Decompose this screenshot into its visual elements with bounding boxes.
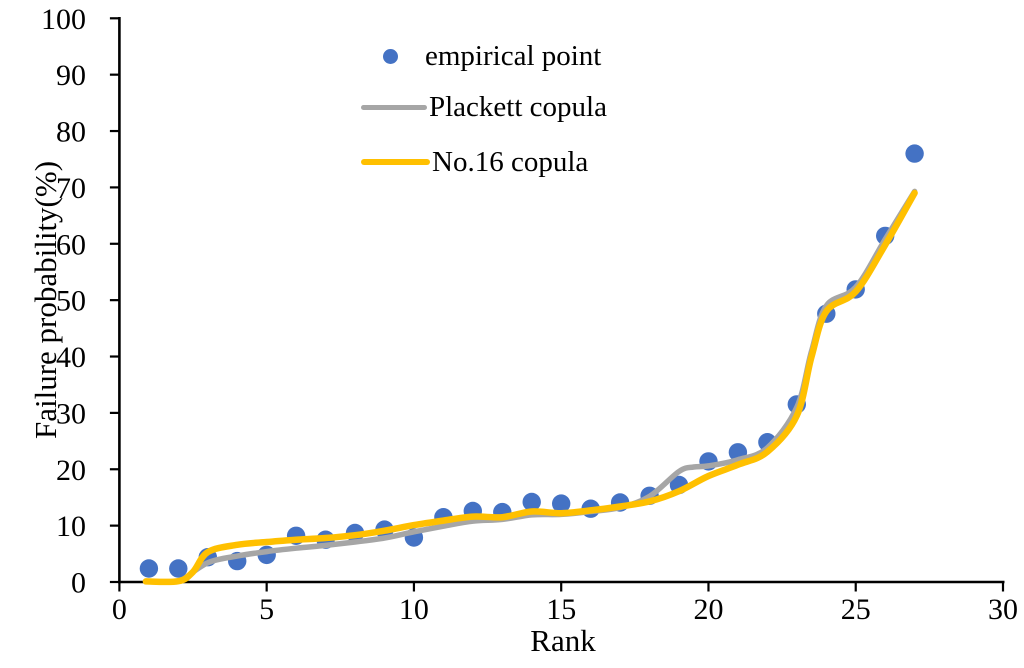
legend-item-plackett-copula: Plackett copula: [361, 91, 607, 123]
y-tick-label: 40: [56, 341, 86, 374]
y-tick-label: 20: [56, 454, 86, 487]
y-axis-title: Failure probability(%): [28, 160, 63, 440]
y-tick-label: 0: [71, 567, 86, 600]
no-16-copula-line: [142, 189, 918, 586]
empirical-point-data-point: [905, 144, 924, 163]
x-axis-title: Rank: [530, 623, 596, 658]
legend-label-no16-copula: No.16 copula: [432, 146, 589, 178]
y-tick-label: 90: [56, 59, 86, 92]
legend-marker-plackett-copula: [361, 104, 427, 110]
legend-item-empirical-point: empirical point: [383, 40, 601, 72]
empirical-point-data-point: [552, 494, 571, 513]
x-tick-label: 5: [259, 593, 274, 626]
legend-marker-empirical-point: [383, 48, 398, 64]
legend-label-empirical-point: empirical point: [425, 40, 602, 72]
x-tick-label: 20: [693, 593, 723, 626]
y-tick-label: 100: [41, 3, 86, 36]
y-tick-label: 30: [56, 397, 86, 430]
empirical-point-data-point: [522, 492, 541, 512]
y-tick-label: 50: [56, 285, 86, 318]
empirical-point-data-point: [139, 559, 159, 578]
y-tick-label: 80: [56, 116, 86, 149]
legend-marker-no16-copula: [361, 159, 430, 165]
y-tick-label: 60: [56, 228, 86, 261]
y-tick-label: 70: [56, 172, 86, 205]
x-tick-label: 25: [841, 593, 871, 626]
x-tick-label: 0: [112, 593, 127, 626]
legend-label-plackett-copula: Plackett copula: [429, 91, 607, 123]
x-tick-label: 30: [988, 593, 1018, 626]
x-tick-label: 15: [546, 593, 576, 626]
empirical-point-data-point: [169, 559, 188, 578]
legend-item-no16-copula: No.16 copula: [361, 146, 588, 178]
y-tick-label: 10: [56, 510, 86, 543]
x-tick-label: 10: [399, 593, 429, 626]
